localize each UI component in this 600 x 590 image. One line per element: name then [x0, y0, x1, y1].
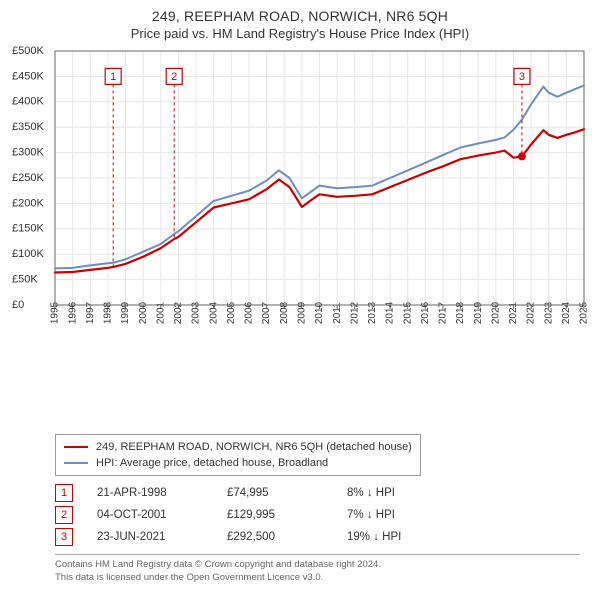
legend-label: HPI: Average price, detached house, Broa… — [96, 457, 328, 469]
transaction-marker-2: 2 — [55, 506, 73, 524]
svg-text:£250K: £250K — [12, 172, 44, 184]
transactions-table: 1 21-APR-1998 £74,995 8% ↓ HPI 2 04-OCT-… — [55, 482, 590, 548]
transaction-price: £292,500 — [227, 531, 347, 543]
title-address: 249, REEPHAM ROAD, NORWICH, NR6 5QH — [10, 8, 590, 24]
line-chart: £0 £50K £100K £150K £200K £250K £300K £350K £400… — [10, 45, 590, 355]
svg-text:3: 3 — [519, 71, 525, 83]
table-row: 1 21-APR-1998 £74,995 8% ↓ HPI — [55, 482, 590, 504]
transaction-price: £74,995 — [227, 487, 347, 499]
svg-text:£100K: £100K — [12, 248, 44, 260]
chart-area: £0 £50K £100K £150K £200K £250K £300K £350K £400… — [10, 45, 590, 430]
svg-text:£400K: £400K — [12, 96, 44, 108]
table-row: 2 04-OCT-2001 £129,995 7% ↓ HPI — [55, 504, 590, 526]
transaction-price: £129,995 — [227, 509, 347, 521]
transaction-delta: 19% ↓ HPI — [347, 531, 487, 543]
legend-item-price-paid: 249, REEPHAM ROAD, NORWICH, NR6 5QH (det… — [64, 439, 412, 455]
transaction-delta: 7% ↓ HPI — [347, 509, 487, 521]
transaction-date: 23-JUN-2021 — [97, 531, 227, 543]
legend-swatch — [64, 462, 88, 464]
transaction-date: 04-OCT-2001 — [97, 509, 227, 521]
transaction-date: 21-APR-1998 — [97, 487, 227, 499]
svg-text:£200K: £200K — [12, 197, 44, 209]
svg-text:£300K: £300K — [12, 147, 44, 159]
svg-text:1: 1 — [110, 71, 116, 83]
legend-item-hpi: HPI: Average price, detached house, Broa… — [64, 455, 412, 471]
svg-text:£450K: £450K — [12, 70, 44, 82]
svg-text:2: 2 — [171, 71, 177, 83]
footer-line-1: Contains HM Land Registry data © Crown c… — [55, 559, 580, 571]
legend-swatch — [64, 446, 88, 448]
transaction-marker-1: 1 — [55, 484, 73, 502]
footer: Contains HM Land Registry data © Crown c… — [55, 554, 580, 584]
title-subtitle: Price paid vs. HM Land Registry's House … — [10, 26, 590, 41]
legend: 249, REEPHAM ROAD, NORWICH, NR6 5QH (det… — [55, 434, 421, 476]
svg-text:£500K: £500K — [12, 45, 44, 57]
transaction-delta: 8% ↓ HPI — [347, 487, 487, 499]
chart-container: 249, REEPHAM ROAD, NORWICH, NR6 5QH Pric… — [0, 0, 600, 590]
svg-text:£50K: £50K — [12, 274, 38, 286]
footer-line-2: This data is licensed under the Open Gov… — [55, 572, 580, 584]
svg-text:£350K: £350K — [12, 121, 44, 133]
table-row: 3 23-JUN-2021 £292,500 19% ↓ HPI — [55, 526, 590, 548]
svg-text:£150K: £150K — [12, 223, 44, 235]
transaction-marker-3: 3 — [55, 528, 73, 546]
svg-text:£0: £0 — [12, 299, 24, 311]
legend-label: 249, REEPHAM ROAD, NORWICH, NR6 5QH (det… — [96, 441, 412, 453]
titles: 249, REEPHAM ROAD, NORWICH, NR6 5QH Pric… — [10, 8, 590, 41]
